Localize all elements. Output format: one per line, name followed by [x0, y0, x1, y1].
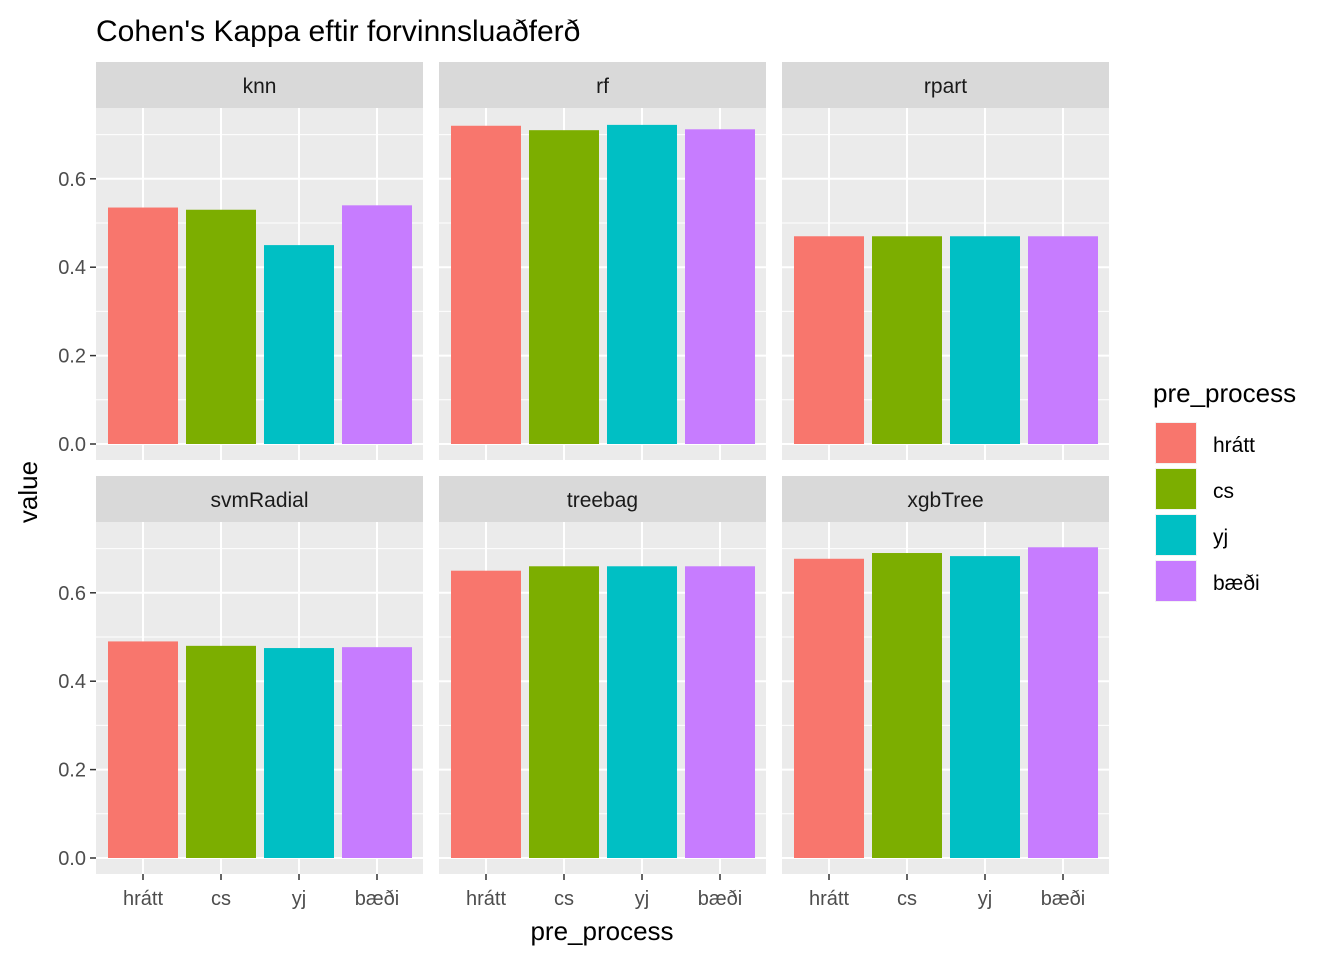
facet-panel-xgbTree: xgbTree hrátt cs yj bæði	[782, 476, 1109, 910]
facet-panel-svmRadial: svmRadial 0.0 0.2 0.4 0.6 hrátt cs yj bæði	[58, 476, 423, 910]
legend-key-3	[1156, 561, 1196, 601]
x-tick-label: cs	[211, 888, 231, 910]
facet-panel-knn: knn 0.0 0.2 0.4 0.6	[58, 62, 423, 460]
y-tick-label: 0.6	[58, 583, 86, 605]
legend-label: cs	[1213, 480, 1234, 503]
y-tick-label: 0.4	[58, 671, 86, 693]
legend-label: hrátt	[1213, 434, 1255, 457]
bar-svmRadial-3	[342, 647, 412, 858]
legend-title: pre_process	[1153, 378, 1296, 408]
facet-strip	[782, 62, 1109, 108]
bar-rpart-0	[794, 236, 864, 444]
bar-treebag-0	[451, 570, 521, 858]
bar-knn-0	[108, 207, 178, 444]
bar-rpart-3	[1028, 236, 1098, 444]
bar-rf-0	[451, 125, 521, 444]
bar-rf-1	[529, 130, 599, 444]
facet-panel-treebag: treebag hrátt cs yj bæði	[439, 476, 766, 910]
legend-label: bæði	[1213, 572, 1260, 595]
facet-strip-label: rf	[596, 75, 609, 98]
facet-strip	[439, 62, 766, 108]
legend-key-0	[1156, 423, 1196, 463]
facet-strip	[439, 476, 766, 522]
x-tick-label: hrátt	[123, 888, 163, 910]
legend: pre_process hrátt cs yj bæði	[1153, 378, 1296, 602]
facet-strip-label: svmRadial	[210, 489, 308, 512]
bar-xgbTree-1	[872, 553, 942, 858]
facet-strip-label: knn	[243, 75, 277, 98]
x-tick-label: cs	[554, 888, 574, 910]
x-tick-label: bæði	[698, 888, 742, 910]
bar-svmRadial-1	[186, 645, 256, 858]
bar-knn-2	[264, 245, 334, 444]
y-tick-label: 0.2	[58, 346, 86, 368]
x-axis-title: pre_process	[530, 916, 673, 946]
facet-panel-rpart: rpart	[782, 62, 1109, 460]
y-axis-title: value	[13, 461, 43, 523]
bar-knn-1	[186, 209, 256, 444]
legend-key-2	[1156, 515, 1196, 555]
x-tick-label: bæði	[355, 888, 399, 910]
bar-treebag-3	[685, 566, 755, 858]
x-tick-label: yj	[292, 888, 306, 910]
legend-label: yj	[1213, 526, 1228, 549]
facet-strip	[96, 476, 423, 522]
facet-strip	[782, 476, 1109, 522]
y-tick-label: 0.4	[58, 257, 86, 279]
x-tick-label: hrátt	[466, 888, 506, 910]
y-tick-label: 0.6	[58, 169, 86, 191]
bar-xgbTree-0	[794, 558, 864, 858]
chart-title: Cohen's Kappa eftir forvinnsluaðferð	[96, 15, 580, 48]
facet-panel-rf: rf	[439, 62, 766, 460]
bar-rpart-1	[872, 236, 942, 444]
facet-strip	[96, 62, 423, 108]
bar-treebag-2	[607, 566, 677, 858]
bar-xgbTree-3	[1028, 547, 1098, 858]
y-tick-label: 0.0	[58, 434, 86, 456]
bar-treebag-1	[529, 566, 599, 858]
x-tick-label: bæði	[1041, 888, 1085, 910]
facet-strip-label: xgbTree	[907, 489, 983, 512]
legend-key-1	[1156, 469, 1196, 509]
x-tick-label: yj	[978, 888, 992, 910]
bar-rf-3	[685, 129, 755, 444]
x-tick-label: yj	[635, 888, 649, 910]
facet-strip-label: rpart	[924, 75, 967, 98]
bar-rf-2	[607, 124, 677, 444]
bar-svmRadial-0	[108, 641, 178, 858]
facet-panels: knn 0.0 0.2 0.4 0.6 rf rpart svmRadial 0.0 0.2 0.4…	[58, 62, 1109, 910]
x-tick-label: cs	[897, 888, 917, 910]
bar-knn-3	[342, 205, 412, 444]
y-tick-label: 0.2	[58, 760, 86, 782]
facet-strip-label: treebag	[567, 489, 638, 512]
y-tick-label: 0.0	[58, 848, 86, 870]
bar-svmRadial-2	[264, 648, 334, 858]
x-tick-label: hrátt	[809, 888, 849, 910]
bar-rpart-2	[950, 236, 1020, 444]
bar-xgbTree-2	[950, 556, 1020, 858]
